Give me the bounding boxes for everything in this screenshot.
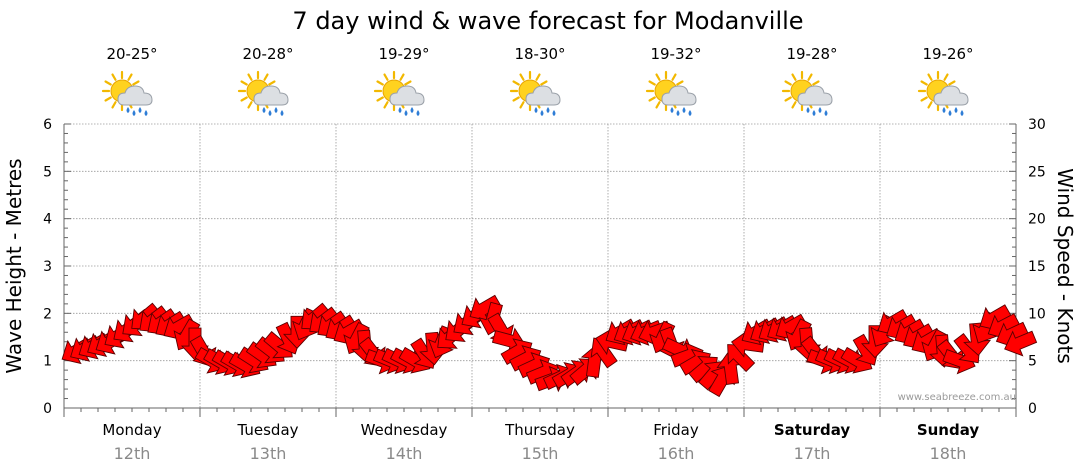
wind-arrow (1004, 330, 1038, 357)
day-date-label: 14th (386, 444, 423, 463)
y2-tick-label: 5 (1028, 354, 1037, 370)
day-date-label: 15th (522, 444, 559, 463)
y-tick-label: 5 (43, 164, 52, 180)
day-date-label: 17th (794, 444, 831, 463)
y2-tick-label: 25 (1028, 164, 1046, 180)
axes: 0 1 2 3 4 5 6 0 5 10 15 20 25 30 (43, 117, 1046, 417)
y-tick-label: 6 (43, 117, 52, 133)
temperature-range: 18-30° (514, 45, 565, 63)
y-tick-label: 0 (43, 401, 52, 417)
temperature-range: 19-29° (378, 45, 429, 63)
day-name-label: Sunday (917, 421, 980, 439)
day-labels: Monday 12th Tuesday 13th Wednesday 14th Thursd… (102, 421, 979, 463)
day-date-label: 12th (114, 444, 151, 463)
watermark: www.seabreeze.com.au (898, 392, 1016, 403)
y-axis-title: Wave Height - Metres (2, 158, 26, 373)
y-tick-label: 4 (43, 212, 52, 228)
y-tick-label: 3 (43, 259, 52, 275)
y2-tick-label: 30 (1028, 117, 1046, 133)
partly-cloudy-rain-icon (237, 70, 289, 116)
day-date-label: 18th (930, 444, 967, 463)
partly-cloudy-rain-icon (781, 70, 833, 116)
day-name-label: Friday (653, 421, 699, 439)
temperature-range: 19-28° (786, 45, 837, 63)
weather-icons (101, 70, 969, 116)
partly-cloudy-rain-icon (509, 70, 561, 116)
y2-tick-label: 20 (1028, 212, 1046, 228)
y2-axis-title: Wind Speed - Knots (1053, 168, 1077, 364)
temperature-range: 19-32° (650, 45, 701, 63)
day-name-label: Tuesday (236, 421, 298, 439)
y-tick-label: 2 (43, 306, 52, 322)
partly-cloudy-rain-icon (373, 70, 425, 116)
y-tick-label: 1 (43, 354, 52, 370)
day-name-label: Thursday (504, 421, 575, 439)
partly-cloudy-rain-icon (645, 70, 697, 116)
partly-cloudy-rain-icon (101, 70, 153, 116)
chart-title: 7 day wind & wave forecast for Modanvill… (292, 7, 803, 35)
day-name-label: Monday (102, 421, 161, 439)
day-date-label: 13th (250, 444, 287, 463)
day-date-label: 16th (658, 444, 695, 463)
y2-tick-label: 15 (1028, 259, 1046, 275)
wind-arrow (469, 294, 502, 322)
y2-tick-label: 10 (1028, 306, 1046, 322)
day-name-label: Saturday (774, 421, 851, 439)
day-name-label: Wednesday (361, 421, 448, 439)
wind-arrows (61, 294, 1038, 398)
temperature-range: 20-25° (106, 45, 157, 63)
temperature-range: 20-28° (242, 45, 293, 63)
temperature-labels: 20-25° 20-28° 19-29° 18-30° 19-32° 19-28° 19-2… (106, 45, 973, 63)
temperature-range: 19-26° (922, 45, 973, 63)
partly-cloudy-rain-icon (917, 70, 969, 116)
y2-tick-label: 0 (1028, 401, 1037, 417)
